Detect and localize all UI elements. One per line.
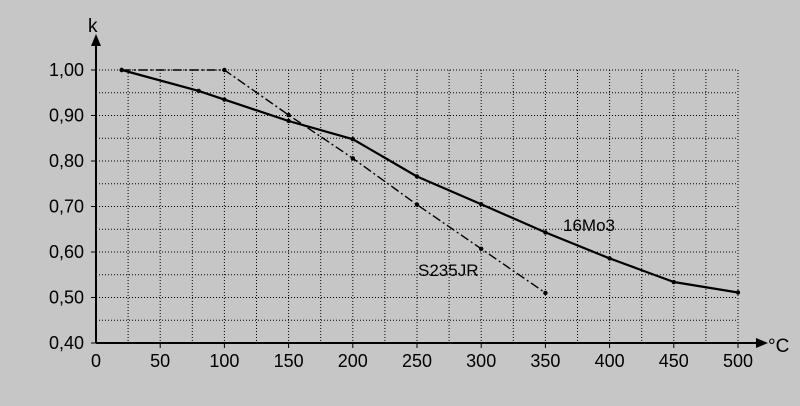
x-axis-arrow bbox=[756, 338, 768, 348]
y-tick-label: 0,80 bbox=[49, 151, 84, 171]
series-group bbox=[119, 67, 741, 296]
x-tick-label: 200 bbox=[338, 351, 368, 371]
series-label-s235jr: S235JR bbox=[418, 261, 478, 280]
x-tick-label: 500 bbox=[723, 351, 753, 371]
data-point-16mo3 bbox=[350, 136, 355, 142]
data-point-s235jr bbox=[479, 246, 484, 252]
y-tick-label: 0,90 bbox=[49, 106, 84, 126]
x-tick-label: 350 bbox=[530, 351, 560, 371]
x-tick-label: 250 bbox=[402, 351, 432, 371]
data-point-16mo3 bbox=[607, 256, 612, 261]
x-tick-label: 100 bbox=[209, 351, 239, 371]
data-point-16mo3 bbox=[286, 118, 291, 124]
data-point-s235jr bbox=[119, 67, 124, 73]
data-point-s235jr bbox=[543, 290, 548, 296]
x-tick-label: 0 bbox=[91, 351, 101, 371]
x-tick-label: 450 bbox=[659, 351, 689, 371]
series-label-16mo3: 16Mo3 bbox=[563, 216, 615, 235]
x-tick-label: 50 bbox=[150, 351, 170, 371]
tick-labels: 0 50 100 150 200 250 300 350 400 450 500 0,40 0,50 0,… bbox=[49, 60, 753, 371]
y-tick-label: 0,50 bbox=[49, 288, 84, 308]
axes bbox=[91, 34, 768, 348]
y-axis-arrow bbox=[91, 34, 101, 46]
x-axis-label: °C bbox=[768, 336, 789, 357]
data-point-16mo3 bbox=[479, 202, 484, 207]
data-point-16mo3 bbox=[543, 230, 548, 235]
y-axis-label: k bbox=[88, 16, 98, 37]
y-tick-label: 0,60 bbox=[49, 242, 84, 262]
data-point-16mo3 bbox=[671, 279, 676, 285]
data-point-s235jr bbox=[222, 67, 227, 73]
data-point-s235jr bbox=[414, 202, 420, 207]
y-tick-label: 0,40 bbox=[49, 333, 84, 353]
data-point-16mo3 bbox=[222, 97, 227, 102]
x-tick-label: 150 bbox=[274, 351, 304, 371]
y-tick-label: 0,70 bbox=[49, 197, 84, 217]
data-point-s235jr bbox=[350, 156, 355, 161]
x-tick-label: 400 bbox=[595, 351, 625, 371]
data-point-s235jr bbox=[286, 112, 291, 118]
data-point-16mo3 bbox=[735, 290, 741, 295]
x-tick-label: 300 bbox=[466, 351, 496, 371]
data-point-16mo3 bbox=[196, 88, 201, 94]
data-point-16mo3 bbox=[414, 174, 420, 179]
y-tick-label: 1,00 bbox=[49, 60, 84, 80]
